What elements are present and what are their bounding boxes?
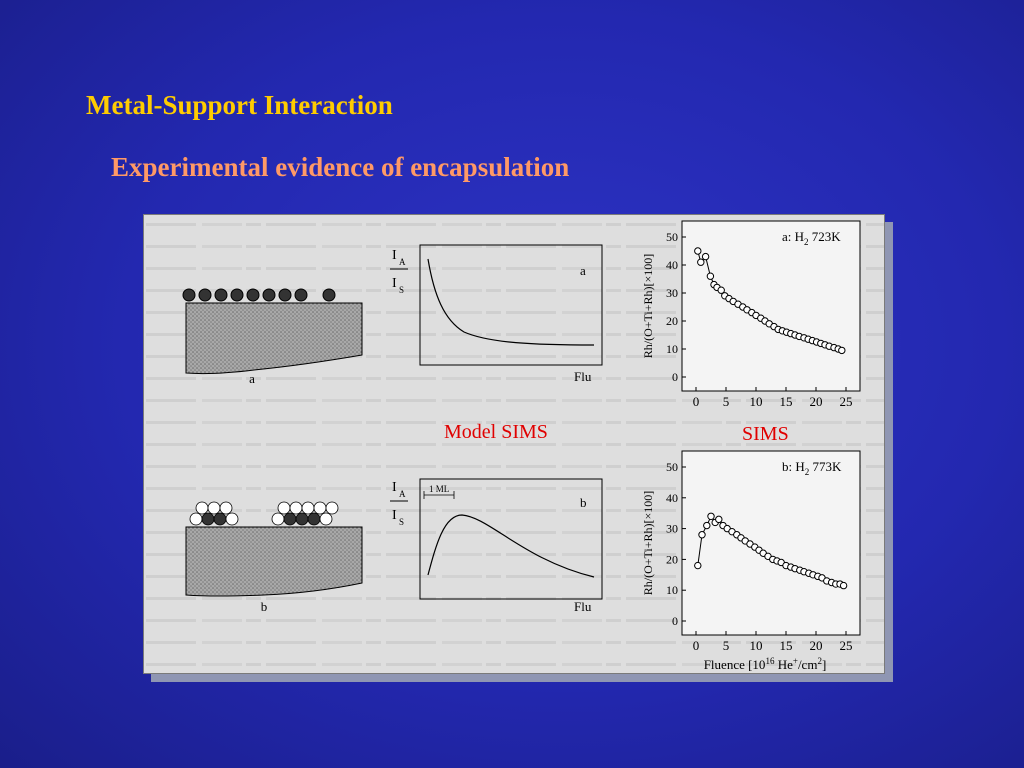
y-tick-label: 30 (666, 286, 678, 300)
model-b-ynum: I (392, 480, 397, 495)
chart-legend: a: H2 723K (782, 229, 841, 247)
data-point (839, 581, 848, 590)
x-tick-label: 5 (723, 394, 730, 409)
substrate-a-schematic: a (182, 288, 363, 386)
model-plot-b: I A I S 1 ML b Flu (390, 478, 603, 614)
y-axis-label: Rh/(O+Ti+Rh)[×100] (641, 254, 655, 359)
figure-panel: a b I A I S (143, 214, 885, 674)
model-a-yden: I (392, 276, 397, 291)
x-tick-label: 25 (840, 638, 853, 653)
chart-legend: b: H2 773K (782, 459, 842, 477)
x-tick-label: 5 (723, 638, 730, 653)
model-a-yden-sub: S (399, 285, 404, 295)
x-tick-label: 0 (693, 638, 700, 653)
sims-chart-b: 0 10 20 30 40 50 0 5 10 15 20 25 b: H2 773K Rh/(O+Ti+… (641, 450, 861, 672)
chart-frame (681, 450, 861, 636)
model-b-panel-label: b (580, 495, 587, 510)
model-b-ynum-sub: A (399, 489, 406, 499)
model-b-yden: I (392, 508, 397, 523)
substrate-b-schematic: b (185, 501, 363, 614)
y-tick-label: 20 (666, 552, 678, 566)
model-a-xlabel: Flu (574, 369, 592, 384)
encapsulated-islands (189, 501, 339, 526)
y-tick-label: 40 (666, 258, 678, 272)
data-point (717, 286, 725, 294)
y-tick-label: 40 (666, 491, 678, 505)
model-plot-a: I A I S a Flu (390, 244, 603, 384)
y-tick-label: 30 (666, 522, 678, 536)
x-tick-label: 0 (693, 394, 700, 409)
slide-subtitle: Experimental evidence of encapsulation (111, 152, 570, 182)
slide-title: Metal-Support Interaction (86, 90, 393, 120)
data-point (703, 521, 711, 530)
sims-label: SIMS (742, 423, 789, 445)
x-tick-label: 10 (750, 638, 763, 653)
model-a-ynum-sub: A (399, 257, 406, 267)
x-tick-label: 10 (750, 394, 763, 409)
y-axis-label: Rh/(O+Ti+Rh)[×100] (641, 491, 655, 596)
sims-chart-a: 0 10 20 30 40 50 0 5 10 15 20 25 a: H2 723K Rh/(O+Ti+… (641, 220, 861, 409)
model-b-annotation: 1 ML (429, 484, 449, 494)
data-point (706, 272, 715, 280)
substrate-a-label: a (249, 371, 255, 386)
substrate-b-label: b (261, 599, 268, 614)
x-axis-label: Fluence [1016 He+/cm2] (704, 656, 827, 672)
y-tick-label: 0 (672, 370, 678, 384)
y-tick-label: 20 (666, 314, 678, 328)
data-point (698, 531, 706, 539)
chart-frame (681, 220, 861, 392)
data-point (697, 258, 705, 266)
y-tick-label: 10 (666, 342, 678, 356)
x-tick-label: 15 (780, 394, 793, 409)
data-point (694, 247, 702, 255)
data-point (715, 515, 723, 524)
y-tick-label: 50 (666, 230, 678, 244)
data-point (694, 561, 702, 570)
data-point (701, 252, 710, 261)
adsorbate-atoms-a (182, 288, 336, 302)
x-tick-label: 25 (840, 394, 853, 409)
model-a-ynum: I (392, 248, 397, 263)
data-point (707, 512, 715, 520)
figure-svg: a b I A I S (144, 215, 884, 673)
model-sims-label: Model SIMS (444, 421, 548, 443)
x-tick-label: 15 (780, 638, 793, 653)
model-b-yden-sub: S (399, 517, 404, 527)
y-tick-label: 10 (666, 583, 678, 597)
model-b-xlabel: Flu (574, 599, 592, 614)
x-tick-label: 20 (810, 638, 823, 653)
data-point (838, 346, 846, 355)
y-tick-label: 0 (672, 614, 678, 628)
x-tick-label: 20 (810, 394, 823, 409)
model-a-panel-label: a (580, 263, 586, 278)
y-tick-label: 50 (666, 460, 678, 474)
